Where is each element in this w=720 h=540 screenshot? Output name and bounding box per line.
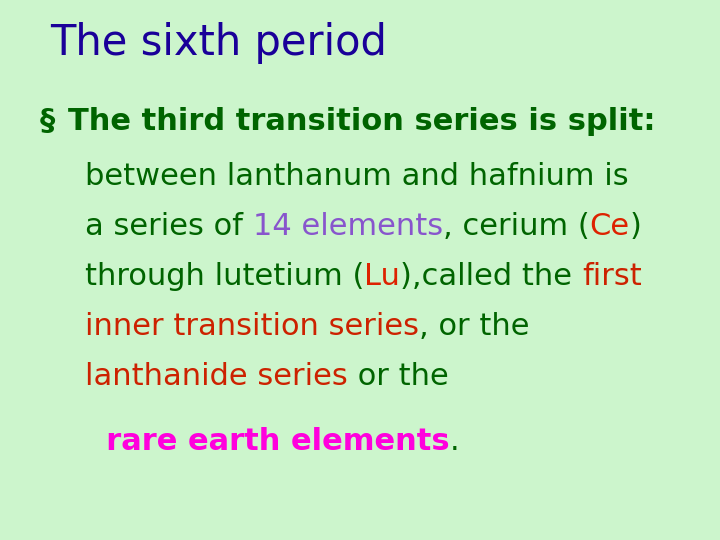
Text: between lanthanum and hafnium is: between lanthanum and hafnium is <box>85 162 629 191</box>
Text: 14 elements: 14 elements <box>253 212 443 241</box>
Text: ): ) <box>629 212 642 241</box>
Text: .: . <box>449 427 459 456</box>
Text: The sixth period: The sixth period <box>50 22 387 64</box>
Text: , or the: , or the <box>419 312 529 341</box>
Text: ),called the: ),called the <box>400 262 582 291</box>
Text: through lutetium (: through lutetium ( <box>85 262 364 291</box>
Text: inner transition series: inner transition series <box>85 312 419 341</box>
Text: or the: or the <box>348 362 449 391</box>
Text: , cerium (: , cerium ( <box>443 212 590 241</box>
Text: Lu: Lu <box>364 262 400 291</box>
Text: lanthanide series: lanthanide series <box>85 362 348 391</box>
Text: rare earth elements: rare earth elements <box>85 427 449 456</box>
Text: first: first <box>582 262 642 291</box>
Text: The third transition series is split:: The third transition series is split: <box>68 107 655 136</box>
Text: §: § <box>40 107 55 136</box>
Text: Ce: Ce <box>590 212 629 241</box>
Text: a series of: a series of <box>85 212 253 241</box>
